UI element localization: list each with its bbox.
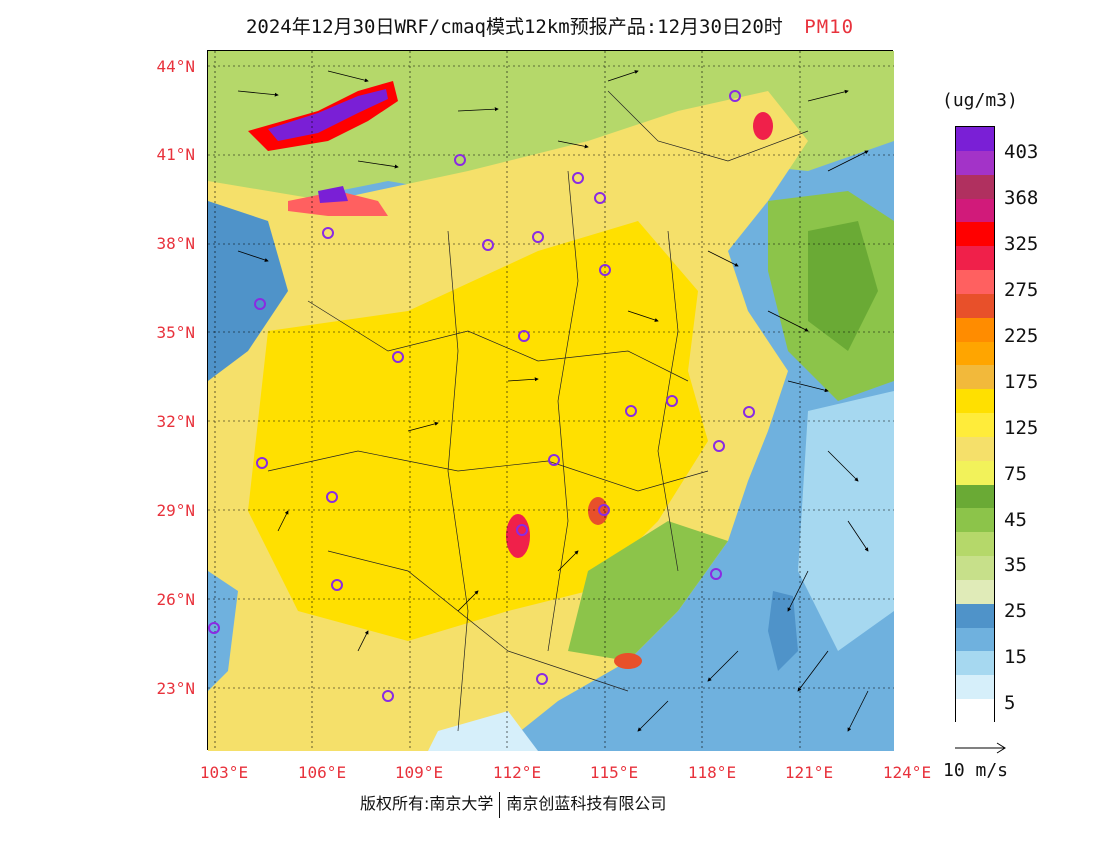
- colorbar-swatch: [956, 436, 994, 462]
- copyright-right: 南京创蓝科技有限公司: [506, 794, 667, 813]
- colorbar-swatch: [956, 293, 994, 319]
- map-panel[interactable]: [207, 50, 894, 751]
- colorbar-swatch: [956, 341, 994, 366]
- copyright: 版权所有:南京大学 南京创蓝科技有限公司: [360, 790, 666, 818]
- colorbar-swatch: [956, 365, 994, 390]
- colorbar-swatch: [956, 651, 994, 676]
- lon-label: 121°E: [784, 763, 834, 782]
- legend-label: 368: [1004, 187, 1039, 209]
- colorbar-swatch: [956, 484, 994, 509]
- lon-label: 112°E: [492, 763, 542, 782]
- colorbar-swatch: [956, 222, 994, 247]
- wind-reference-label: 10 m/s: [943, 760, 1009, 781]
- legend-label: 35: [1004, 554, 1027, 576]
- colorbar-swatch: [956, 532, 994, 557]
- legend-label: 5: [1004, 692, 1016, 714]
- wind-vectors: [237, 70, 869, 732]
- colorbar-swatch: [956, 675, 994, 700]
- legend-label: 325: [1004, 233, 1039, 255]
- lon-label: 115°E: [589, 763, 639, 782]
- lon-label: 118°E: [687, 763, 737, 782]
- map-title: 2024年12月30日WRF/cmaq模式12km预报产品:12月30日20时 …: [0, 12, 1100, 39]
- city-markers: [208, 90, 755, 702]
- lat-label: 38°N: [156, 234, 195, 253]
- lat-label: 23°N: [156, 679, 195, 698]
- lat-label: 41°N: [156, 145, 195, 164]
- legend-label: 403: [1004, 141, 1039, 163]
- legend-label: 15: [1004, 646, 1027, 668]
- colorbar: [955, 126, 995, 724]
- colorbar-swatch: [956, 270, 994, 295]
- colorbar-swatch: [956, 150, 994, 176]
- colorbar-swatch: [956, 246, 994, 271]
- lon-label: 124°E: [882, 763, 932, 782]
- lon-label: 103°E: [199, 763, 249, 782]
- colorbar-swatch: [956, 174, 994, 199]
- copyright-left: 版权所有:南京大学: [360, 794, 494, 813]
- lat-label: 29°N: [156, 501, 195, 520]
- colorbar-swatch: [956, 389, 994, 414]
- colorbar-swatch: [956, 317, 994, 343]
- colorbar-swatch: [956, 627, 994, 652]
- colorbar-swatch: [956, 579, 994, 605]
- lon-label: 109°E: [394, 763, 444, 782]
- lat-label: 35°N: [156, 323, 195, 342]
- colorbar-swatch: [956, 127, 994, 152]
- colorbar-swatch: [956, 556, 994, 581]
- lat-label: 44°N: [156, 57, 195, 76]
- wind-reference-arrow-icon: [955, 742, 1006, 754]
- title-variable: PM10: [804, 16, 855, 38]
- legend-label: 175: [1004, 371, 1039, 393]
- lat-label: 26°N: [156, 590, 195, 609]
- legend-label: 45: [1004, 509, 1027, 531]
- colorbar-swatch: [956, 460, 994, 486]
- colorbar-swatch: [956, 198, 994, 223]
- colorbar-swatch: [956, 413, 994, 438]
- legend-label: 25: [1004, 600, 1027, 622]
- circle-marker-icon: [729, 90, 741, 102]
- title-text: 2024年12月30日WRF/cmaq模式12km预报产品:12月30日20时: [245, 16, 783, 38]
- pm10-map: [208, 51, 894, 751]
- colorbar-swatch: [956, 603, 994, 629]
- colorbar-swatch: [956, 699, 994, 724]
- legend-label: 75: [1004, 463, 1027, 485]
- lon-label: 106°E: [297, 763, 347, 782]
- legend-label: 275: [1004, 279, 1039, 301]
- lat-label: 32°N: [156, 412, 195, 431]
- copyright-separator: [499, 791, 501, 818]
- colorbar-swatch: [956, 508, 994, 533]
- legend-label: 225: [1004, 325, 1039, 347]
- legend-label: 125: [1004, 417, 1039, 439]
- legend-unit: (ug/m3): [942, 90, 1018, 111]
